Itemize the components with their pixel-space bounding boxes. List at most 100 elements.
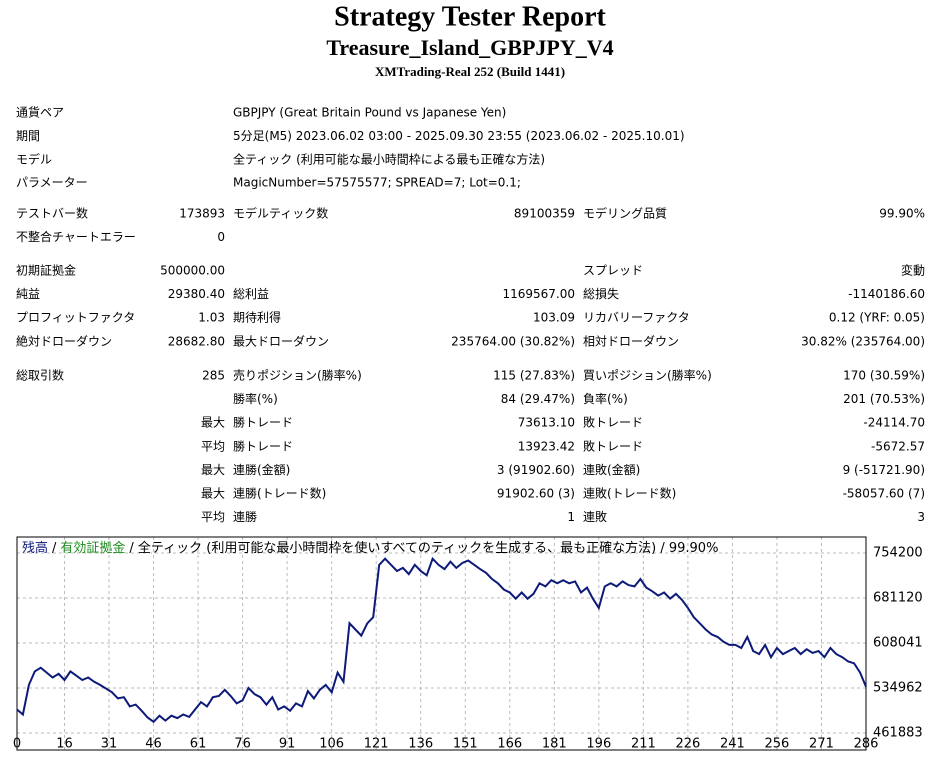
stat-value: 103.09 [533, 311, 575, 325]
stat-label: 連敗 [583, 509, 607, 524]
stat-label: 初期証拠金 [16, 263, 76, 278]
stat-label: 総損失 [583, 286, 619, 301]
stat-label: 最大ドローダウン [233, 333, 329, 348]
stat-label: 敗トレード [583, 438, 643, 453]
stat-value: 84 (29.47%) [501, 392, 575, 406]
stat-label: リカバリーファクタ [583, 311, 690, 325]
stat-value: 285 [202, 369, 225, 383]
x-tick-label: 46 [145, 737, 162, 752]
stat-label: 連勝(金額) [233, 462, 290, 477]
stat-value: 99.90% [879, 207, 925, 221]
plot-area [16, 536, 867, 751]
stat-label: 総取引数 [16, 368, 64, 383]
stat-value: 最大 [201, 463, 225, 477]
legend-entry: 残高 [22, 540, 48, 556]
report-title: Strategy Tester Report [334, 1, 606, 32]
stat-label: 連勝 [233, 509, 257, 524]
stat-label: 絶対ドローダウン [16, 333, 112, 348]
stat-value: 0.12 (YRF: 0.05) [829, 311, 925, 325]
stat-value: 変動 [901, 263, 925, 278]
stat-label: 期待利得 [233, 310, 281, 325]
stat-label: 連敗(トレード数) [583, 486, 676, 501]
stat-label: 連敗(金額) [583, 462, 640, 477]
stat-value: 最大 [201, 487, 225, 501]
stat-value: 500000.00 [160, 264, 225, 278]
stat-label: 負率(%) [583, 391, 628, 406]
x-tick-label: 256 [765, 737, 790, 752]
balance-line [16, 556, 867, 724]
x-tick-label: 121 [364, 737, 389, 752]
x-tick-label: 181 [542, 737, 567, 752]
stat-value: -5672.57 [871, 439, 925, 453]
stat-label: テストバー数 [16, 206, 88, 221]
legend-note: / 全ティック (利用可能な最小時間枠を使いすべてのティックを生成する、最も正確… [129, 540, 718, 556]
stat-label: 勝トレード [233, 415, 293, 430]
stat-value: 1.03 [198, 311, 225, 325]
stat-value: 3 [917, 510, 925, 524]
stat-value: -1140186.60 [848, 287, 925, 301]
stat-value: 29380.40 [168, 287, 225, 301]
stat-value: 173893 [179, 207, 225, 221]
stat-value: 235764.00 (30.82%) [451, 334, 575, 348]
stat-value: 1169567.00 [502, 287, 575, 301]
x-tick-label: 151 [453, 737, 478, 752]
stat-value: 30.82% (235764.00) [801, 334, 925, 348]
x-tick-label: 271 [809, 737, 834, 752]
stat-label: スプレッド [583, 264, 643, 278]
y-tick-label: 608041 [873, 635, 923, 650]
info-label: 期間 [16, 129, 40, 143]
report-build: XMTrading-Real 252 (Build 1441) [375, 64, 565, 79]
info-value: GBPJPY (Great Britain Pound vs Japanese … [233, 106, 506, 120]
stat-label: 相対ドローダウン [583, 333, 679, 348]
stat-value: 3 (91902.60) [497, 463, 575, 477]
stat-value: 最大 [201, 416, 225, 430]
y-tick-label: 534962 [873, 680, 923, 695]
y-tick-label: 754200 [873, 545, 923, 560]
stat-label: プロフィットファクタ [16, 311, 135, 325]
stat-value: -58057.60 (7) [843, 487, 925, 501]
x-tick-label: 76 [234, 737, 251, 752]
x-tick-label: 241 [720, 737, 745, 752]
stat-label: 売りポジション(勝率%) [233, 368, 362, 383]
stat-label: 純益 [16, 287, 40, 301]
report-subtitle: Treasure_Island_GBPJPY_V4 [326, 35, 613, 60]
stat-label: 不整合チャートエラー [16, 229, 136, 244]
info-value: 5分足(M5) 2023.06.02 03:00 - 2025.09.30 23… [233, 129, 685, 143]
stat-value: 平均 [201, 439, 225, 453]
stat-value: 平均 [201, 510, 225, 524]
stat-value: -24114.70 [863, 416, 925, 430]
legend: 残高 / 有効証拠金 / 全ティック (利用可能な最小時間枠を使いすべてのティックを生… [22, 540, 718, 556]
stat-label: 勝率(%) [233, 391, 278, 406]
stat-value: 89100359 [514, 207, 575, 221]
x-tick-label: 196 [586, 737, 611, 752]
x-tick-label: 136 [408, 737, 433, 752]
legend-separator: / [52, 541, 57, 556]
stat-label: モデルティック数 [233, 206, 328, 221]
plot-border [16, 536, 867, 751]
stat-value: 115 (27.83%) [493, 369, 575, 383]
stat-value: 73613.10 [518, 416, 575, 430]
stat-label: モデリング品質 [583, 206, 667, 221]
info-value: MagicNumber=57575577; SPREAD=7; Lot=0.1; [233, 176, 521, 190]
stat-value: 91902.60 (3) [497, 487, 575, 501]
x-tick-label: 61 [190, 737, 207, 752]
stat-label: 買いポジション(勝率%) [583, 368, 712, 383]
stat-label: 敗トレード [583, 415, 643, 430]
x-tick-label: 91 [279, 737, 296, 752]
x-tick-label: 16 [56, 737, 73, 752]
x-tick-label: 166 [497, 737, 522, 752]
stat-value: 170 (30.59%) [843, 369, 925, 383]
info-value: 全ティック (利用可能な最小時間枠による最も正確な方法) [233, 151, 545, 166]
stat-label: 総利益 [233, 287, 269, 301]
stat-value: 201 (70.53%) [843, 392, 925, 406]
y-tick-label: 681120 [873, 590, 923, 605]
legend-entry: 有効証拠金 [60, 540, 125, 556]
x-tick-label: 31 [101, 737, 118, 752]
stat-value: 9 (-51721.90) [843, 463, 925, 477]
stat-value: 28682.80 [168, 334, 225, 348]
x-tick-label: 211 [631, 737, 656, 752]
stat-value: 13923.42 [518, 439, 575, 453]
stat-value: 1 [567, 510, 575, 524]
